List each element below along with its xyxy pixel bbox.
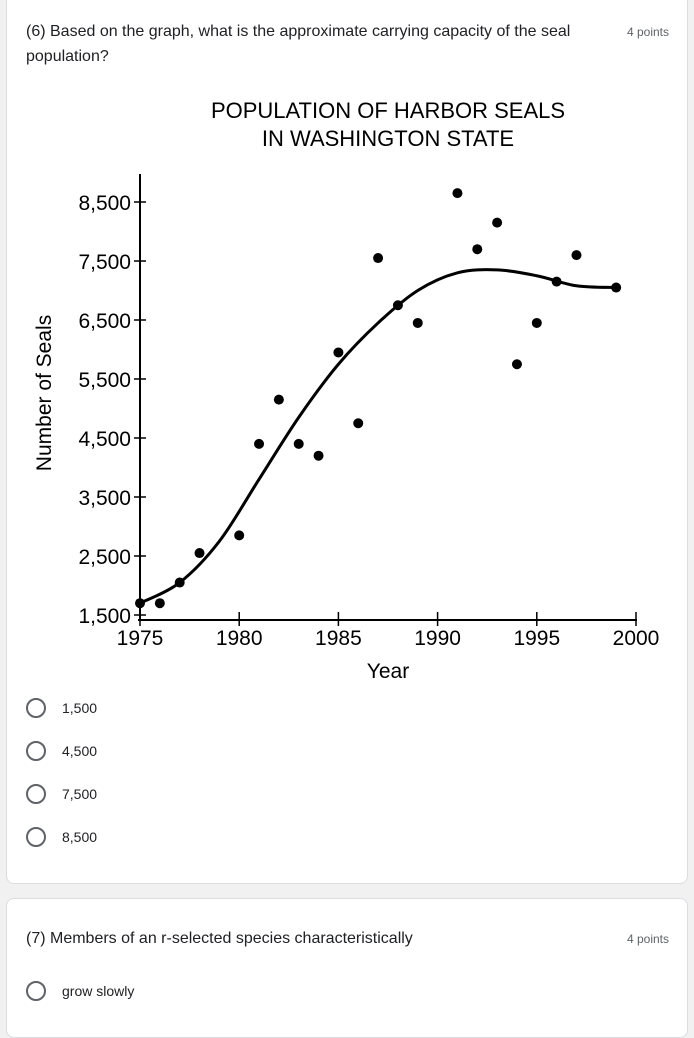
y-tick-label: 6,500 — [78, 310, 131, 333]
data-point — [194, 548, 205, 559]
y-tick-label: 8,500 — [78, 192, 131, 215]
data-point — [511, 359, 522, 370]
data-point — [492, 217, 503, 228]
data-point — [373, 253, 384, 264]
radio-button[interactable] — [26, 698, 46, 718]
y-axis-label: Number of Seals — [33, 315, 56, 471]
data-point — [174, 577, 185, 588]
option-1500[interactable]: 1,500 — [26, 698, 97, 718]
x-tick-label: 1995 — [513, 627, 560, 650]
option-label: grow slowly — [62, 983, 135, 999]
x-tick-label: 1980 — [216, 627, 263, 650]
seal-population-chart: POPULATION OF HARBOR SEALS IN WASHINGTON… — [33, 98, 660, 683]
data-point — [254, 438, 265, 449]
y-tick-label: 2,500 — [78, 546, 131, 569]
trend-curve — [139, 268, 617, 605]
data-point — [531, 317, 542, 328]
data-point — [472, 244, 483, 255]
question-6-points: 4 points — [626, 25, 669, 39]
question-card-6 — [6, 0, 688, 884]
y-tick-label: 3,500 — [78, 487, 131, 510]
chart-title-line-2: IN WASHINGTON STATE — [262, 126, 514, 151]
option-4500[interactable]: 4,500 — [26, 741, 97, 761]
question-card-7 — [6, 898, 688, 1038]
data-point — [313, 450, 324, 461]
y-tick-label: 4,500 — [78, 428, 131, 451]
data-point — [353, 418, 364, 429]
data-point — [452, 188, 463, 199]
option-grow-slowly[interactable]: grow slowly — [26, 981, 134, 1001]
data-point — [333, 347, 344, 358]
y-tick-label: 7,500 — [78, 251, 131, 274]
option-8500[interactable]: 8,500 — [26, 827, 97, 847]
x-axis-label: Year — [367, 660, 409, 683]
radio-button[interactable] — [26, 827, 46, 847]
data-point — [611, 282, 622, 293]
data-point — [412, 317, 423, 328]
question-7-text: (7) Members of an r-selected species cha… — [26, 930, 413, 947]
x-tick-label: 2000 — [613, 627, 660, 650]
x-tick-label: 1975 — [117, 627, 164, 650]
chart-title-line-1: POPULATION OF HARBOR SEALS — [211, 98, 565, 123]
data-point — [154, 598, 165, 609]
question-7-points: 4 points — [626, 932, 669, 946]
data-point — [135, 598, 145, 609]
x-tick-label: 1985 — [315, 627, 362, 650]
question-6-text: (6) Based on the graph, what is the appr… — [26, 23, 571, 65]
option-label: 7,500 — [62, 786, 98, 802]
option-label: 1,500 — [62, 700, 98, 716]
data-point — [392, 300, 403, 311]
data-point — [571, 250, 582, 261]
radio-button[interactable] — [26, 981, 46, 1001]
radio-button[interactable] — [26, 741, 46, 761]
radio-button[interactable] — [26, 784, 46, 804]
option-7500[interactable]: 7,500 — [26, 784, 97, 804]
x-tick-label: 1990 — [414, 627, 461, 650]
y-tick-label: 5,500 — [78, 369, 131, 392]
data-point — [234, 530, 245, 541]
data-point — [293, 438, 304, 449]
option-label: 4,500 — [62, 743, 98, 759]
y-tick-label: 1,500 — [78, 605, 131, 628]
option-label: 8,500 — [62, 829, 98, 845]
data-point — [551, 276, 562, 287]
data-point — [273, 394, 284, 405]
